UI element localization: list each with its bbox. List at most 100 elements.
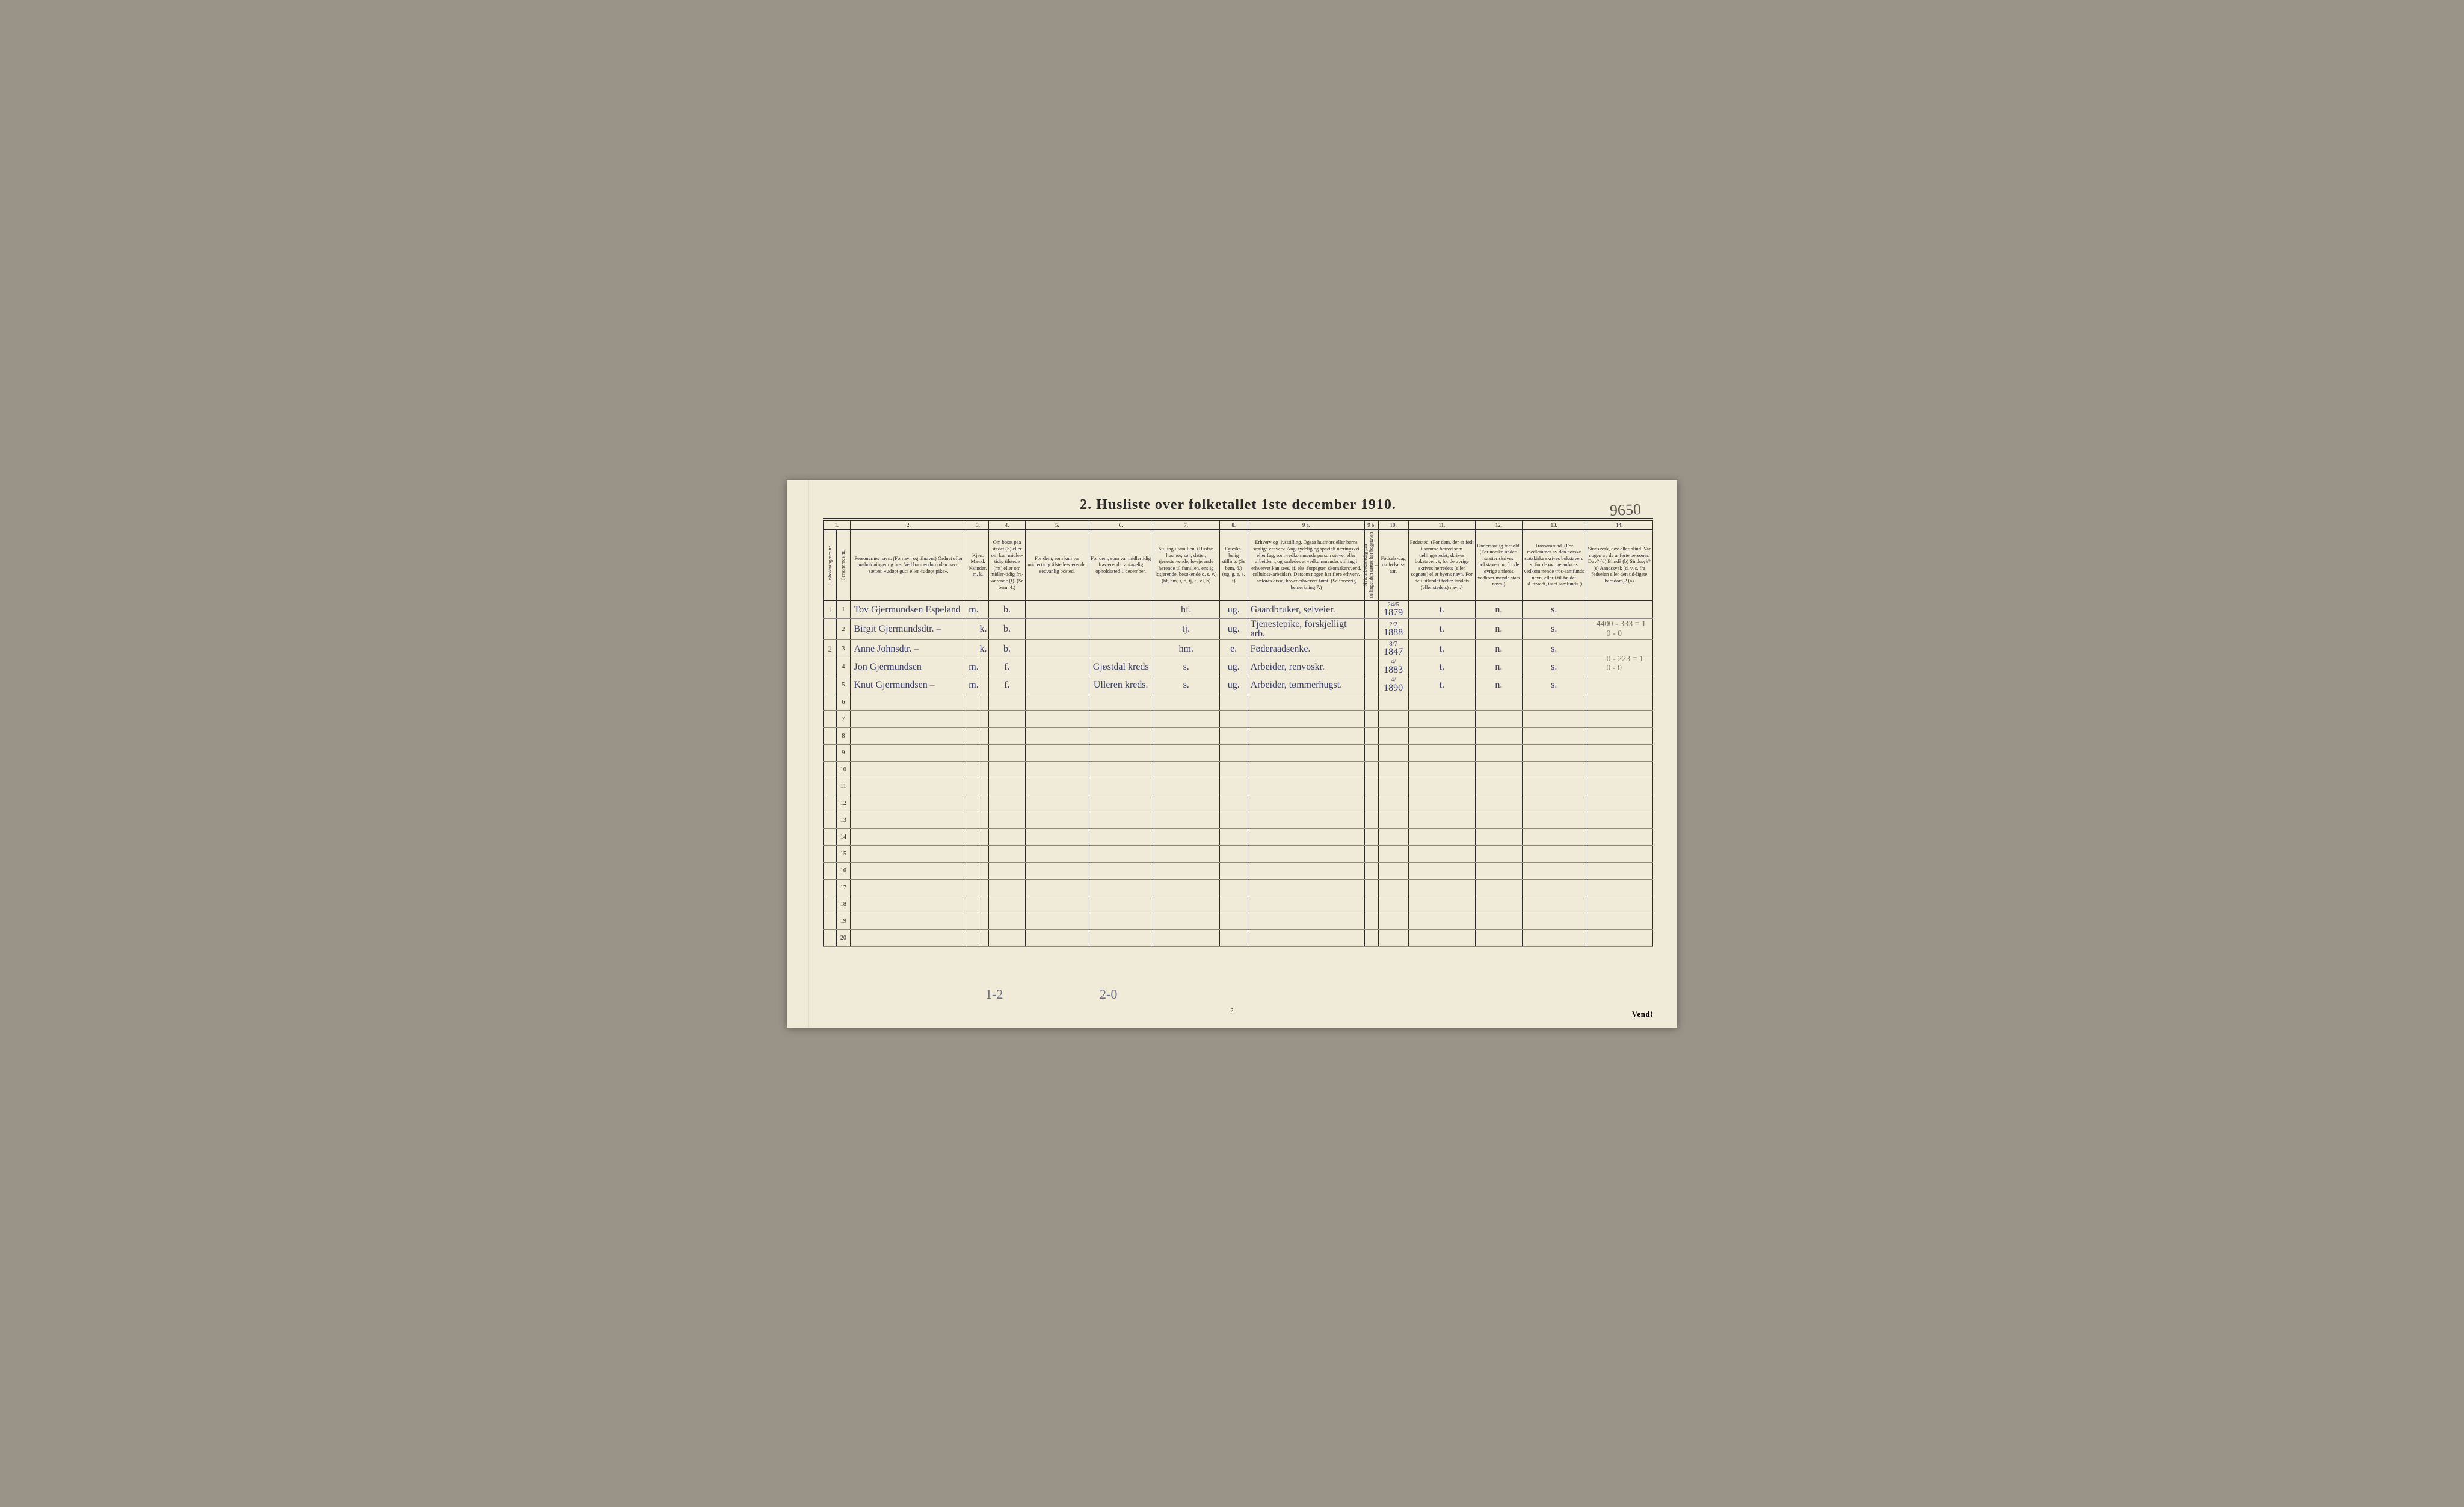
table-row: 7 bbox=[824, 711, 1653, 728]
cell bbox=[1026, 863, 1089, 880]
fodested: t. bbox=[1408, 600, 1475, 619]
cell bbox=[1089, 930, 1153, 947]
cell bbox=[988, 762, 1025, 778]
household-num bbox=[824, 812, 837, 829]
cell bbox=[1026, 880, 1089, 896]
cell bbox=[1475, 880, 1522, 896]
cell bbox=[1378, 778, 1408, 795]
cell bbox=[1089, 880, 1153, 896]
col-header: Erhverv og livsstilling. Ogsaa husmors e… bbox=[1248, 529, 1365, 600]
name: Jon Gjermundsen bbox=[850, 658, 967, 676]
col-header: Fødested. (For dem, der er født i samme … bbox=[1408, 529, 1475, 600]
cell bbox=[1475, 846, 1522, 863]
cell bbox=[1248, 778, 1365, 795]
household-num bbox=[824, 795, 837, 812]
cell bbox=[1522, 846, 1586, 863]
household-num bbox=[824, 694, 837, 711]
cell bbox=[1408, 711, 1475, 728]
col-header: For dem, som var midlertidig fraværende:… bbox=[1089, 529, 1153, 600]
sex-m: m. bbox=[967, 658, 978, 676]
cell bbox=[1378, 728, 1408, 745]
cell bbox=[1153, 930, 1219, 947]
cell bbox=[1219, 863, 1248, 880]
cell bbox=[988, 694, 1025, 711]
cell bbox=[1026, 930, 1089, 947]
fodsel: 4/1890 bbox=[1378, 676, 1408, 694]
colnum: 11. bbox=[1408, 521, 1475, 530]
cell bbox=[1026, 711, 1089, 728]
cell bbox=[850, 846, 967, 863]
cell bbox=[1522, 829, 1586, 846]
cell bbox=[1153, 913, 1219, 930]
cell bbox=[1026, 795, 1089, 812]
colnum: 9 b. bbox=[1365, 521, 1378, 530]
cell bbox=[967, 930, 978, 947]
cell bbox=[850, 762, 967, 778]
col-header: Sindssvak, døv eller blind. Var nogen av… bbox=[1586, 529, 1652, 600]
sex-k bbox=[978, 676, 989, 694]
colnum: 4. bbox=[988, 521, 1025, 530]
cell bbox=[1365, 880, 1378, 896]
cell bbox=[850, 913, 967, 930]
household-num bbox=[824, 930, 837, 947]
undersaat: n. bbox=[1475, 600, 1522, 619]
cell bbox=[1522, 863, 1586, 880]
cell bbox=[978, 846, 989, 863]
cell bbox=[1248, 896, 1365, 913]
table-row: 16 bbox=[824, 863, 1653, 880]
cell bbox=[1522, 778, 1586, 795]
margin-annotation: 0 - 223 = 1 bbox=[1606, 655, 1643, 664]
census-body: 11Tov Gjermundsen Espelandm.b.hf.ug.Gaar… bbox=[824, 600, 1653, 947]
person-num: 14 bbox=[837, 829, 850, 846]
cell bbox=[1248, 694, 1365, 711]
cell bbox=[978, 711, 989, 728]
cell bbox=[850, 812, 967, 829]
cell bbox=[1408, 812, 1475, 829]
cell bbox=[1586, 812, 1652, 829]
cell bbox=[1522, 795, 1586, 812]
cell bbox=[978, 778, 989, 795]
footer-handwriting: 2-0 bbox=[1100, 987, 1117, 1002]
table-row: 19 bbox=[824, 913, 1653, 930]
cell bbox=[1378, 812, 1408, 829]
cell bbox=[988, 880, 1025, 896]
cell bbox=[1089, 829, 1153, 846]
cell bbox=[1219, 930, 1248, 947]
trossamfund: s. bbox=[1522, 676, 1586, 694]
person-num: 5 bbox=[837, 676, 850, 694]
cell bbox=[1378, 795, 1408, 812]
cell bbox=[1586, 896, 1652, 913]
cell bbox=[1153, 694, 1219, 711]
sex-m: m. bbox=[967, 600, 978, 619]
cell bbox=[1026, 913, 1089, 930]
cell bbox=[1089, 812, 1153, 829]
cell bbox=[1378, 829, 1408, 846]
cell bbox=[1475, 795, 1522, 812]
colnum: 9 a. bbox=[1248, 521, 1365, 530]
midl-tilstede bbox=[1026, 658, 1089, 676]
cell bbox=[1089, 745, 1153, 762]
cell bbox=[1586, 829, 1652, 846]
cell bbox=[1522, 745, 1586, 762]
margin-annotation: 4400 - 333 = 1 bbox=[1596, 620, 1646, 629]
cell bbox=[1248, 829, 1365, 846]
cell bbox=[1248, 711, 1365, 728]
person-num: 6 bbox=[837, 694, 850, 711]
cell bbox=[1378, 896, 1408, 913]
household-num bbox=[824, 846, 837, 863]
cell bbox=[1026, 778, 1089, 795]
cell bbox=[1365, 728, 1378, 745]
cell bbox=[1586, 930, 1652, 947]
cell bbox=[1378, 863, 1408, 880]
cell bbox=[1089, 762, 1153, 778]
cell bbox=[1408, 795, 1475, 812]
cell bbox=[1248, 930, 1365, 947]
fodsel: 24/51879 bbox=[1378, 600, 1408, 619]
stilling: hf. bbox=[1153, 600, 1219, 619]
household-num: 2 bbox=[824, 640, 837, 658]
cell bbox=[1365, 863, 1378, 880]
household-num bbox=[824, 619, 837, 640]
sex-m bbox=[967, 619, 978, 640]
egteskab: ug. bbox=[1219, 619, 1248, 640]
person-num: 4 bbox=[837, 658, 850, 676]
